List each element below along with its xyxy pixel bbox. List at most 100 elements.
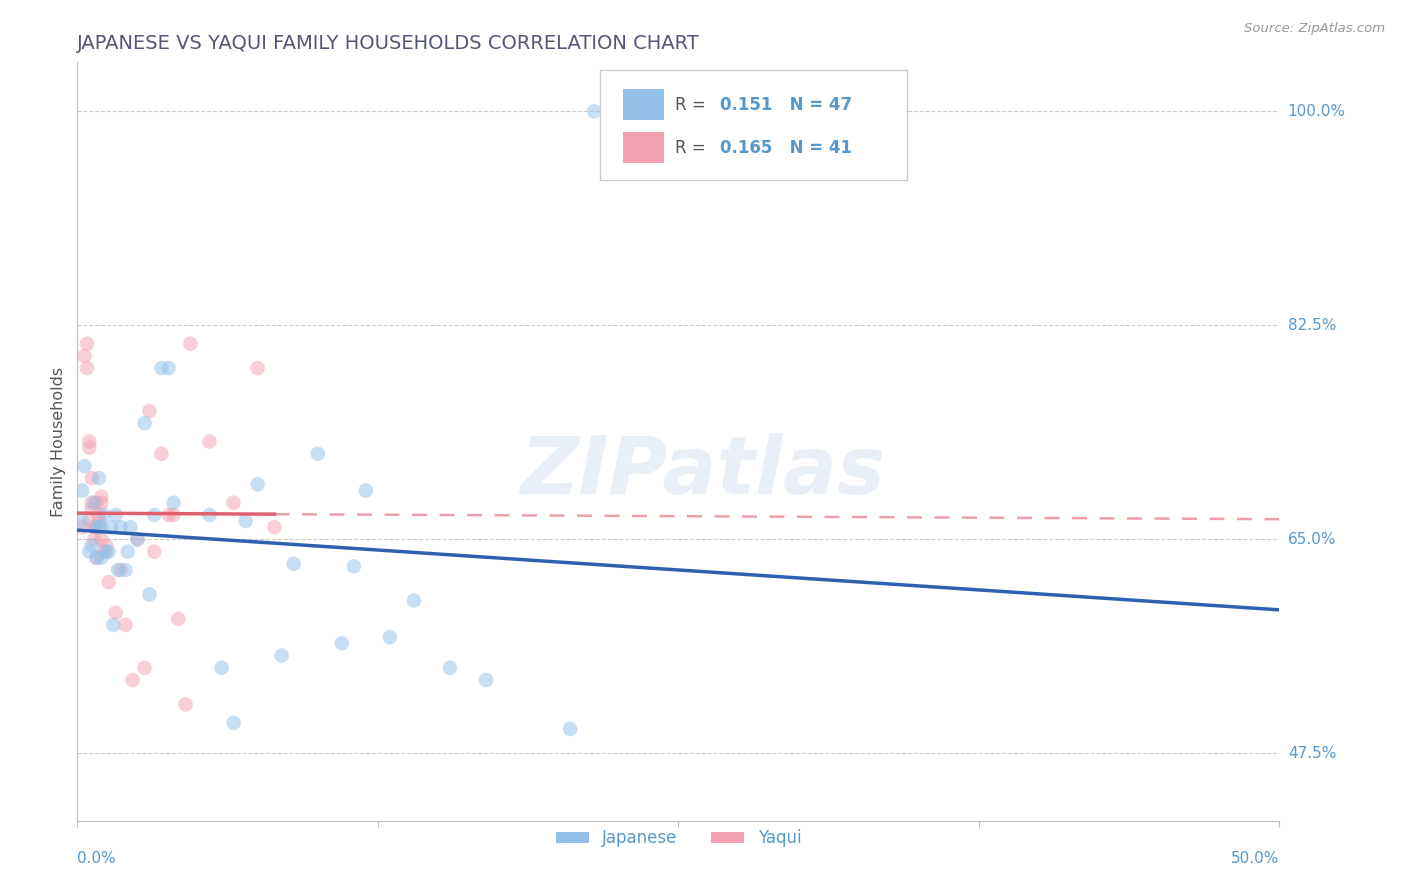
Point [76,361,98,376]
Point [79,441,101,455]
Text: 0.151   N = 47: 0.151 N = 47 [720,95,852,113]
Point [80,471,103,485]
Point [263,520,285,534]
Point [378,630,401,644]
FancyBboxPatch shape [623,132,664,163]
Point [162,496,184,510]
Point [70,483,93,498]
Point [121,673,143,687]
Point [87,471,110,485]
Point [107,563,129,577]
Point [235,514,257,528]
Point [70,514,93,528]
Point [76,336,98,351]
Point [110,563,132,577]
Text: Source: ZipAtlas.com: Source: ZipAtlas.com [1244,22,1385,36]
Point [86,520,108,534]
Point [246,361,269,376]
Point [211,661,233,675]
Point [222,715,245,730]
Point [73,349,96,363]
Point [90,533,112,547]
Text: 100.0%: 100.0% [1288,103,1346,119]
Point [83,533,105,547]
Point [86,496,108,510]
Point [134,661,156,675]
Point [96,539,118,553]
Point [79,544,101,558]
Point [143,508,166,522]
Text: 0.0%: 0.0% [77,851,117,866]
Point [157,361,180,376]
Point [402,593,425,607]
Point [439,661,461,675]
Point [90,520,112,534]
Point [80,501,103,516]
Point [104,508,127,522]
Point [283,557,305,571]
Point [93,508,115,522]
Point [117,544,139,558]
Point [162,508,184,522]
Point [96,544,118,558]
Text: R =: R = [675,95,711,113]
Y-axis label: Family Households: Family Households [51,367,66,516]
Point [127,533,149,547]
Point [83,520,105,534]
Point [143,544,166,558]
Point [307,447,329,461]
Point [475,673,498,687]
Point [90,490,112,504]
Point [246,477,269,491]
Point [198,508,221,522]
Point [127,533,149,547]
Point [114,563,136,577]
Point [179,336,201,351]
Point [100,520,122,534]
Legend: Japanese, Yaqui: Japanese, Yaqui [548,822,808,854]
Point [138,404,160,418]
FancyBboxPatch shape [600,70,907,180]
Point [80,496,103,510]
Point [90,550,112,565]
Point [87,520,110,534]
Point [330,636,353,650]
Point [114,618,136,632]
Point [150,447,173,461]
Text: 0.165   N = 41: 0.165 N = 41 [720,138,852,156]
Text: 47.5%: 47.5% [1288,746,1336,761]
Point [120,520,142,534]
Text: ZIPatlas: ZIPatlas [520,433,884,511]
Point [90,496,112,510]
Text: JAPANESE VS YAQUI FAMILY HOUSEHOLDS CORRELATION CHART: JAPANESE VS YAQUI FAMILY HOUSEHOLDS CORR… [77,34,700,53]
Text: 65.0%: 65.0% [1288,532,1336,547]
Point [560,722,582,736]
Text: R =: R = [675,138,711,156]
Point [97,544,120,558]
Point [97,575,120,590]
Point [104,606,127,620]
Point [222,496,245,510]
Point [86,550,108,565]
Point [167,612,190,626]
Point [83,496,105,510]
Point [70,520,93,534]
Point [73,458,96,473]
Point [87,508,110,522]
Point [198,434,221,449]
Point [134,416,156,430]
Text: 82.5%: 82.5% [1288,318,1336,333]
Point [354,483,377,498]
Point [138,587,160,601]
Point [79,434,101,449]
Point [174,698,197,712]
FancyBboxPatch shape [623,89,664,120]
Point [86,550,108,565]
Point [87,514,110,528]
Text: 50.0%: 50.0% [1232,851,1279,866]
Point [110,520,132,534]
Point [583,104,606,119]
Point [103,618,125,632]
Point [79,514,101,528]
Point [80,539,103,553]
